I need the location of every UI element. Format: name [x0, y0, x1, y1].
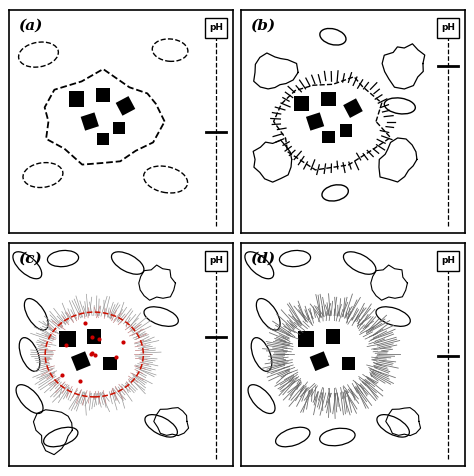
- Polygon shape: [87, 329, 101, 344]
- Polygon shape: [71, 351, 91, 371]
- Polygon shape: [69, 91, 84, 107]
- Text: (b): (b): [250, 19, 275, 33]
- Polygon shape: [59, 331, 75, 347]
- Polygon shape: [116, 96, 135, 116]
- Text: pH: pH: [209, 23, 223, 32]
- Text: (d): (d): [250, 252, 275, 266]
- Text: pH: pH: [441, 23, 455, 32]
- Polygon shape: [96, 88, 110, 102]
- Polygon shape: [298, 331, 314, 347]
- Bar: [205, 18, 227, 38]
- Polygon shape: [306, 112, 324, 130]
- Polygon shape: [343, 99, 363, 118]
- Polygon shape: [321, 92, 336, 107]
- Polygon shape: [326, 329, 340, 344]
- Polygon shape: [342, 357, 355, 370]
- Text: pH: pH: [209, 256, 223, 265]
- Polygon shape: [97, 133, 109, 146]
- Text: pH: pH: [441, 256, 455, 265]
- Text: (c): (c): [18, 252, 42, 266]
- Bar: [205, 251, 227, 271]
- Polygon shape: [340, 124, 353, 137]
- Polygon shape: [113, 122, 125, 134]
- Polygon shape: [294, 97, 309, 111]
- Polygon shape: [81, 112, 99, 130]
- Bar: [437, 251, 459, 271]
- Polygon shape: [103, 357, 117, 370]
- Polygon shape: [322, 131, 335, 143]
- Polygon shape: [310, 351, 329, 371]
- Bar: [437, 18, 459, 38]
- Text: (a): (a): [18, 19, 43, 33]
